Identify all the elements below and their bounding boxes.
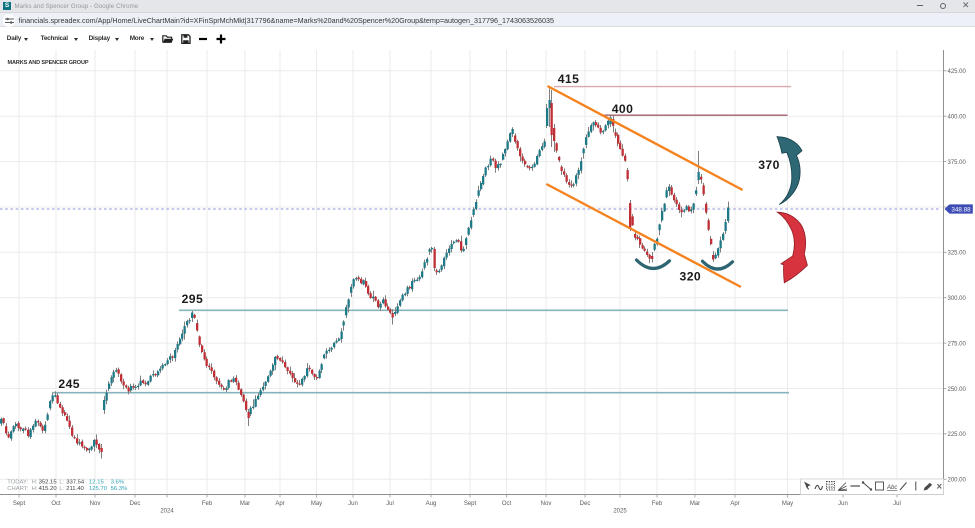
svg-text:425.00: 425.00 xyxy=(948,69,967,75)
svg-text:Jul: Jul xyxy=(893,501,901,507)
svg-text:56.3%: 56.3% xyxy=(111,486,128,492)
svg-text:245: 245 xyxy=(58,377,80,391)
svg-text:Jun: Jun xyxy=(838,501,848,507)
svg-text:200.00: 200.00 xyxy=(948,478,967,484)
svg-text:TODAY:: TODAY: xyxy=(7,480,28,486)
svg-text:Feb: Feb xyxy=(202,501,213,507)
svg-text:Nov: Nov xyxy=(541,501,552,507)
svg-text:Dec: Dec xyxy=(130,501,141,507)
svg-text:12.15: 12.15 xyxy=(89,480,104,486)
svg-text:352.15: 352.15 xyxy=(39,480,58,486)
svg-text:2025: 2025 xyxy=(613,509,627,515)
svg-text:Sept: Sept xyxy=(464,501,477,507)
svg-text:Abc: Abc xyxy=(886,485,897,491)
svg-text:L:: L: xyxy=(59,486,64,492)
svg-text:300.00: 300.00 xyxy=(948,296,967,302)
svg-text:415.20: 415.20 xyxy=(39,486,58,492)
svg-text:370: 370 xyxy=(758,158,780,172)
svg-text:2024: 2024 xyxy=(160,509,174,515)
svg-text:348.88: 348.88 xyxy=(951,206,971,213)
svg-text:Feb: Feb xyxy=(652,501,663,507)
svg-text:H:: H: xyxy=(32,486,38,492)
svg-text:May: May xyxy=(311,501,322,507)
svg-text:L:: L: xyxy=(59,480,64,486)
svg-text:Sept: Sept xyxy=(13,501,26,507)
svg-text:375.00: 375.00 xyxy=(948,160,967,166)
svg-text:250.00: 250.00 xyxy=(948,387,967,393)
svg-text:211.40: 211.40 xyxy=(66,486,84,492)
svg-text:275.00: 275.00 xyxy=(948,341,967,347)
svg-text:Jul: Jul xyxy=(386,501,394,507)
svg-text:400: 400 xyxy=(612,102,634,116)
svg-text:225.00: 225.00 xyxy=(948,432,967,438)
svg-text:320: 320 xyxy=(680,270,702,284)
svg-text:Aug: Aug xyxy=(426,501,437,507)
svg-text:400.00: 400.00 xyxy=(948,115,967,121)
svg-text:Mar: Mar xyxy=(240,501,250,507)
svg-text:Apr: Apr xyxy=(275,501,284,507)
svg-text:CHART:: CHART: xyxy=(7,486,29,492)
svg-text:Oct: Oct xyxy=(502,501,512,507)
svg-text:415: 415 xyxy=(558,72,580,86)
svg-text:3.6%: 3.6% xyxy=(111,480,125,486)
svg-text:325.00: 325.00 xyxy=(948,251,967,257)
svg-text:Jun: Jun xyxy=(348,501,358,507)
svg-text:125.70: 125.70 xyxy=(89,486,108,492)
svg-text:337.54: 337.54 xyxy=(66,480,85,486)
svg-text:Apr: Apr xyxy=(730,501,739,507)
svg-text:May: May xyxy=(782,501,793,507)
svg-text:Nov: Nov xyxy=(90,501,101,507)
svg-text:Dec: Dec xyxy=(580,501,591,507)
svg-text:H:: H: xyxy=(32,480,38,486)
svg-text:295: 295 xyxy=(182,292,204,306)
svg-text:Oct: Oct xyxy=(51,501,61,507)
svg-text:Mar: Mar xyxy=(690,501,700,507)
